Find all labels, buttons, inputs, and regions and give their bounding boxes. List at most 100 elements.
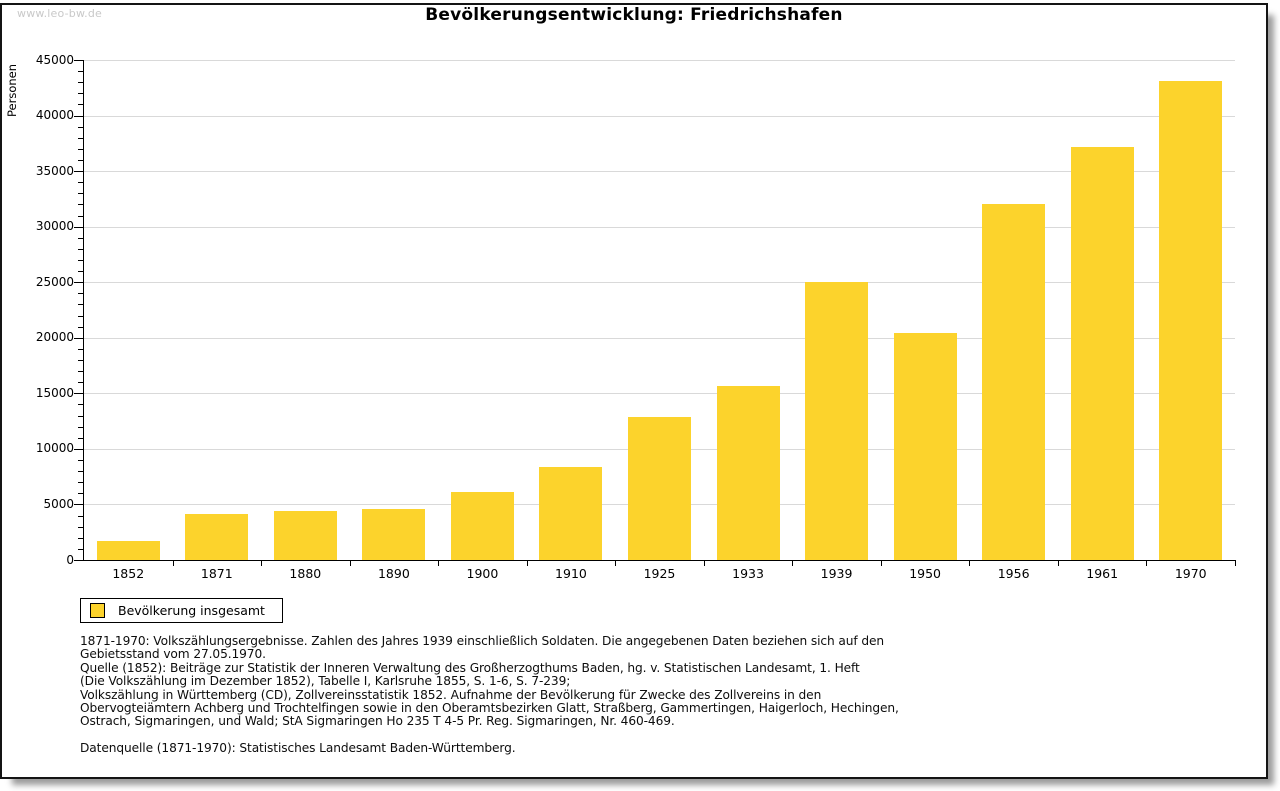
y-tick-minor: [78, 482, 83, 484]
x-tick-label-1956: 1956: [997, 566, 1030, 581]
y-tick-minor: [78, 315, 83, 317]
y-tick-minor: [78, 304, 83, 306]
bar-1880: [273, 511, 337, 560]
gridline-15000: [84, 393, 1235, 395]
y-tick-minor: [78, 193, 83, 195]
y-tick-minor: [78, 137, 83, 139]
x-tick-label-1900: 1900: [466, 566, 499, 581]
x-tick-label-1925: 1925: [643, 566, 676, 581]
gridline-25000: [84, 282, 1235, 284]
footnote-line: Gebietsstand vom 27.05.1970.: [80, 647, 266, 662]
y-tick-minor: [78, 460, 83, 461]
x-axis-tick: [880, 561, 882, 566]
gridline-20000: [84, 337, 1235, 339]
y-tick-minor: [78, 148, 83, 150]
y-tick-minor: [78, 426, 83, 428]
x-axis-tick: [615, 561, 617, 566]
x-axis-tick: [969, 561, 971, 566]
y-tick-minor: [78, 415, 83, 417]
y-tick-minor: [78, 160, 83, 161]
bar-1950: [893, 333, 957, 560]
y-tick-major: [74, 171, 83, 173]
bar-1956: [982, 204, 1046, 560]
bar-1933: [716, 386, 780, 560]
x-axis-tick: [172, 561, 174, 566]
bar-1900: [450, 492, 514, 560]
y-tick-major: [74, 393, 83, 395]
x-axis-tick: [1235, 561, 1236, 566]
y-tick-major: [74, 560, 83, 561]
y-tick-label: 0: [66, 552, 74, 567]
y-tick-minor: [78, 515, 83, 517]
x-axis-tick: [261, 561, 263, 566]
x-tick-label-1880: 1880: [289, 566, 322, 581]
y-axis-line: [83, 60, 84, 561]
bar-1970: [1159, 81, 1223, 560]
bar-1939: [805, 282, 869, 560]
x-tick-label-1871: 1871: [200, 566, 233, 581]
y-tick-label: 15000: [35, 385, 74, 400]
x-tick-label-1961: 1961: [1086, 566, 1119, 581]
y-tick-minor: [78, 260, 83, 261]
y-tick-label: 20000: [35, 330, 74, 345]
y-tick-minor: [78, 404, 83, 406]
footnote-line: Volkszählung in Württemberg (CD), Zollve…: [80, 687, 822, 702]
x-axis-line: [83, 560, 1236, 561]
y-tick-major: [74, 60, 83, 61]
y-tick-major: [74, 115, 83, 117]
gridline-45000: [84, 60, 1235, 61]
y-tick-minor: [78, 371, 83, 373]
x-axis-tick: [438, 561, 440, 566]
y-tick-major: [74, 337, 83, 339]
y-tick-major: [74, 504, 83, 506]
y-tick-major: [74, 282, 83, 284]
y-tick-minor: [78, 471, 83, 473]
footnote-line: (Die Volkszählung im Dezember 1852), Tab…: [80, 674, 571, 689]
bar-1961: [1070, 147, 1134, 560]
legend-label: Bevölkerung insgesamt: [118, 603, 265, 618]
y-tick-minor: [78, 82, 83, 84]
legend-swatch: [90, 603, 105, 618]
x-tick-label-1852: 1852: [112, 566, 145, 581]
y-tick-minor: [78, 493, 83, 495]
x-tick-label-1910: 1910: [555, 566, 587, 581]
x-tick-label-1890: 1890: [377, 566, 410, 581]
y-tick-minor: [78, 71, 83, 73]
y-tick-minor: [78, 93, 83, 95]
y-tick-minor: [78, 271, 83, 273]
y-axis-label: Personen: [5, 63, 19, 117]
y-tick-minor: [78, 248, 83, 250]
datasource-line: Datenquelle (1871-1970): Statistisches L…: [80, 741, 516, 755]
footnotes: 1871-1970: Volkszählungsergebnisse. Zahl…: [80, 634, 1180, 729]
x-axis-tick: [349, 561, 351, 566]
y-tick-minor: [78, 237, 83, 239]
x-axis-tick: [792, 561, 794, 566]
legend: Bevölkerung insgesamt: [80, 598, 283, 623]
y-tick-minor: [78, 526, 83, 528]
y-tick-minor: [78, 537, 83, 539]
footnote-line: Obervogteiämtern Achberg und Trochtelfin…: [80, 700, 899, 715]
chart-window: www.leo-bw.de Bevölkerungsentwicklung: F…: [0, 3, 1268, 779]
y-tick-minor: [78, 104, 83, 106]
bar-1871: [185, 514, 249, 560]
y-tick-minor: [78, 204, 83, 206]
y-tick-label: 40000: [35, 108, 74, 123]
chart-title: Bevölkerungsentwicklung: Friedrichshafen: [425, 5, 843, 25]
gridline-40000: [84, 115, 1235, 117]
footnote-line: Quelle (1852): Beiträge zur Statistik de…: [80, 660, 860, 675]
y-tick-minor: [78, 182, 83, 184]
y-tick-label: 30000: [35, 219, 74, 234]
bar-1910: [539, 467, 603, 560]
y-tick-minor: [78, 126, 83, 128]
bar-1890: [362, 509, 426, 560]
x-axis-tick: [526, 561, 528, 566]
y-tick-label: 5000: [43, 496, 74, 511]
y-tick-minor: [78, 548, 83, 550]
x-axis-tick: [703, 561, 705, 566]
y-tick-minor: [78, 215, 83, 217]
x-axis-tick: [1057, 561, 1059, 566]
y-tick-label: 35000: [35, 163, 74, 178]
y-tick-label: 25000: [35, 274, 74, 289]
x-tick-label-1939: 1939: [820, 566, 853, 581]
plot-area: 0 5000 10000 15000 20000 25000 30000 35000 40000…: [36, 53, 1236, 581]
